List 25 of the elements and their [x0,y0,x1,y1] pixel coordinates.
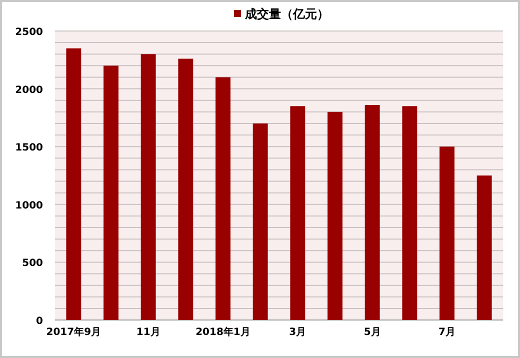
bar [140,54,156,320]
bar [178,58,194,320]
bar [216,77,230,320]
legend-label: 成交量（亿元） [244,7,329,21]
x-tick-label: 3月 [289,327,306,338]
bar [290,106,306,320]
bar [402,106,418,320]
bar [476,176,492,320]
x-tick-label: 2017年9月 [46,326,102,338]
x-tick-label: 2018年1月 [196,326,250,338]
y-tick-label: 500 [22,258,44,270]
y-tick-label: 1000 [15,200,44,212]
y-tick-label: 2000 [15,84,44,96]
x-tick-label: 5月 [364,327,381,338]
bar [104,66,118,320]
bar [328,112,342,320]
bar [440,146,454,320]
y-tick-label: 1500 [15,142,44,154]
x-tick-label: 7月 [438,327,456,338]
x-tick-label: 11月 [136,327,160,338]
bar [252,123,268,320]
bar [66,48,82,320]
bar [364,104,380,320]
y-tick-label: 2500 [15,27,44,38]
y-tick-label: 0 [36,316,44,327]
